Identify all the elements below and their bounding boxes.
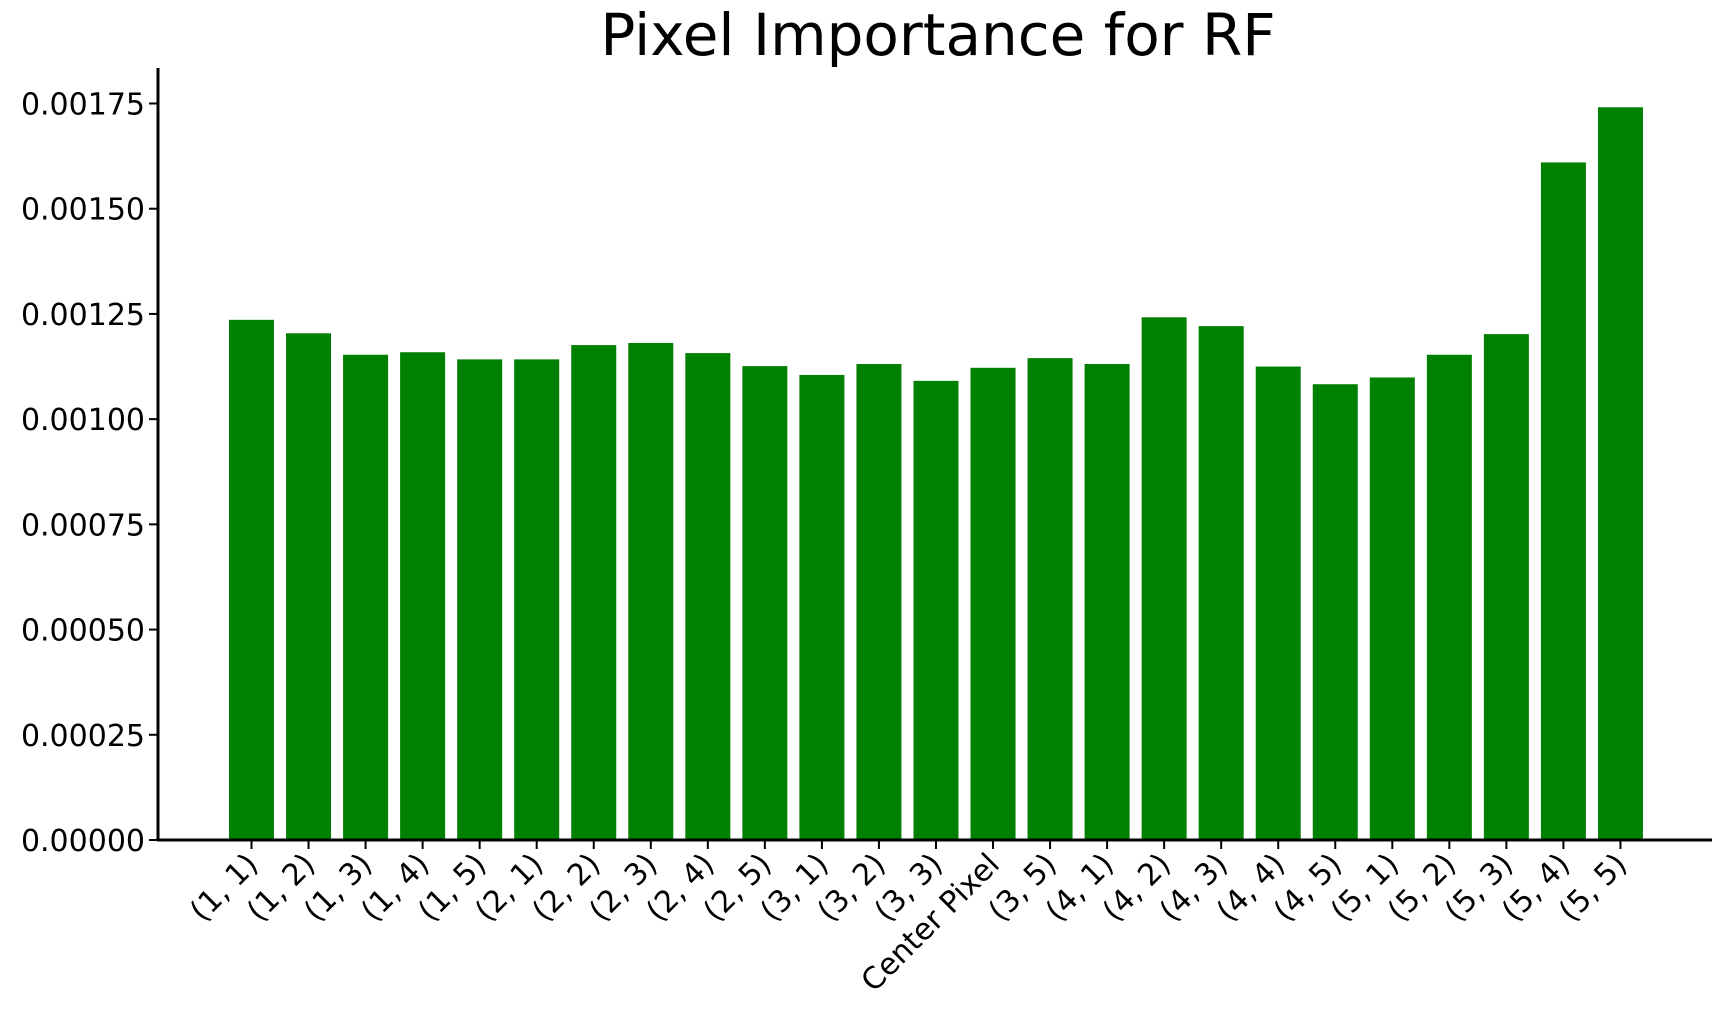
bar [799,374,845,840]
y-tick-label: 0.00150 [21,193,145,228]
bar [400,352,446,840]
y-axis-ticks: 0.00000 0.00025 0.00050 0.00075 0.00100 0.001… [21,88,158,859]
chart-title: Pixel Importance for RF [600,1,1275,69]
y-tick-label: 0.00125 [21,298,145,333]
bar [1255,366,1301,840]
bar [1426,354,1472,840]
bar [1369,377,1415,840]
y-tick-label: 0.00075 [21,508,145,543]
bar [628,342,674,840]
y-tick-label: 0.00175 [21,88,145,123]
bar [1483,334,1529,840]
bar [1312,384,1358,840]
bar [1084,364,1130,840]
bar [1198,326,1244,840]
y-tick-label: 0.00000 [21,824,145,859]
y-tick-label: 0.00025 [21,719,145,754]
bar [913,380,959,840]
bar [1027,358,1073,840]
bar [856,364,902,840]
bar [1597,107,1643,841]
bar [1540,162,1586,841]
bar [1141,317,1187,840]
x-tick-label: (5, 5) [1552,847,1634,929]
y-tick-label: 0.00100 [21,403,145,438]
bar [343,354,389,840]
bars-group [229,107,1643,841]
bar [970,367,1016,840]
bar [457,359,503,840]
bar [571,345,617,840]
bar [742,366,788,840]
bar [685,353,731,840]
bar [229,319,274,840]
bar [514,359,560,840]
x-axis-ticks: (1, 1)(1, 2)(1, 3)(1, 4)(1, 5)(2, 1)(2, … [183,840,1634,999]
bar [286,333,332,840]
y-tick-label: 0.00050 [21,614,145,649]
